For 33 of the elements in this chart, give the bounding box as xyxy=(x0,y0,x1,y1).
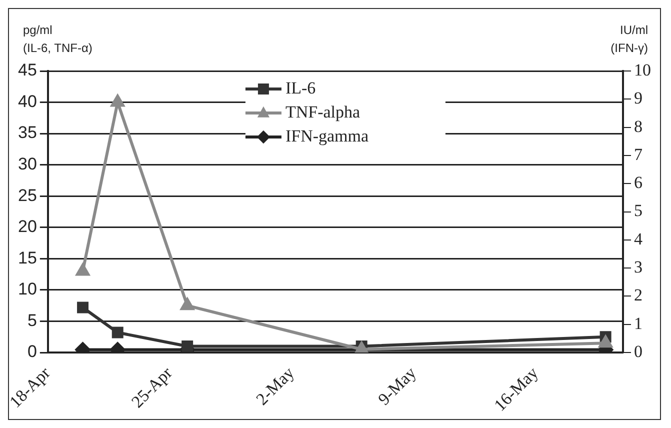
point xyxy=(76,264,90,276)
y2-tick-label: 7 xyxy=(634,144,643,164)
legend-label: IL-6 xyxy=(285,78,316,98)
point xyxy=(180,298,194,310)
y-tick-label: 30 xyxy=(18,154,37,174)
y2-tick-label: 8 xyxy=(634,116,642,136)
y2-tick-label: 3 xyxy=(634,258,642,277)
y2-tick-label: 1 xyxy=(634,314,642,333)
y-tick-label: 0 xyxy=(27,342,37,362)
y2-tick-label: 0 xyxy=(634,342,642,361)
y2-tick-label: 2 xyxy=(634,286,642,305)
y2-tick-label: 9 xyxy=(634,88,642,108)
y-tick-label: 35 xyxy=(18,123,37,142)
point xyxy=(112,326,124,338)
y2-axis-title: IU/ml (IFN-γ) xyxy=(610,22,648,57)
y-tick-label: 25 xyxy=(18,186,37,205)
point xyxy=(110,94,124,107)
point xyxy=(77,302,89,314)
y-tick-label: 40 xyxy=(18,92,37,111)
y-tick-label: 15 xyxy=(18,248,37,268)
y-axis-title: pg/ml (IL-6, TNF-α) xyxy=(23,22,92,57)
y2-tick-label: 6 xyxy=(634,173,642,192)
point xyxy=(598,336,612,348)
y2-tick-label: 5 xyxy=(634,201,642,220)
y-tick-label: 10 xyxy=(18,280,37,299)
y-tick-label: 5 xyxy=(27,310,37,330)
point xyxy=(182,340,194,352)
legend-label: IFN-gamma xyxy=(285,126,369,146)
y-tick-label: 45 xyxy=(18,60,37,80)
y-tick-label: 20 xyxy=(18,217,37,236)
legend-label: TNF-alpha xyxy=(285,102,360,122)
y2-tick-label: 10 xyxy=(634,60,651,80)
y2-tick-label: 4 xyxy=(634,229,643,248)
